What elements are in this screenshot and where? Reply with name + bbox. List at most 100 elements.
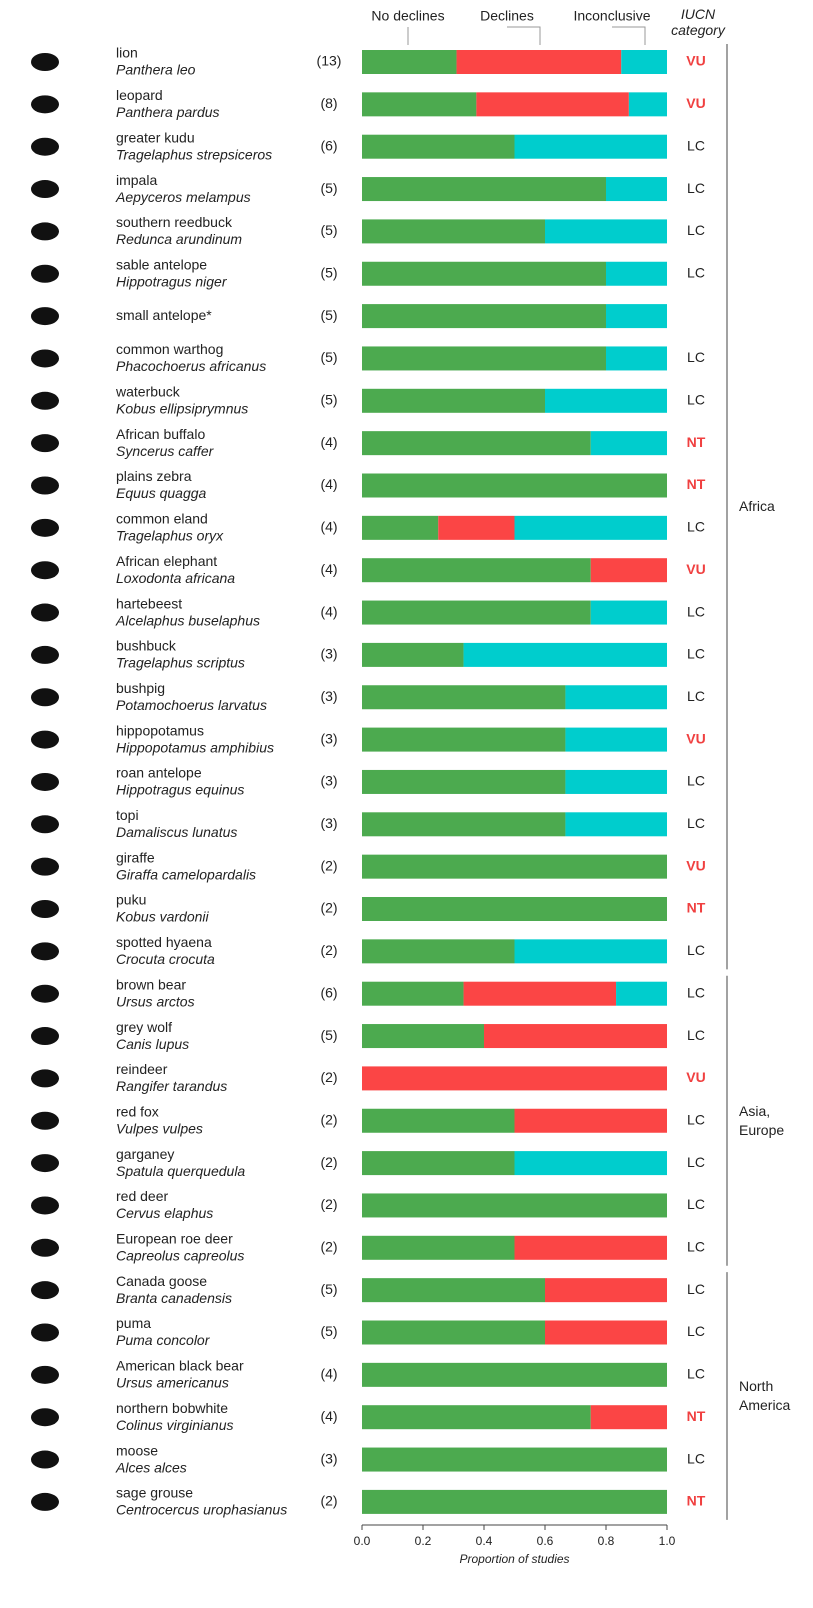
- bar-segment: [362, 727, 566, 752]
- common-name: spotted hyaena: [116, 934, 212, 950]
- study-count: (4): [320, 519, 337, 535]
- animal-icon: [31, 476, 59, 495]
- animal-icon: [31, 645, 59, 664]
- legend-label: Declines: [480, 8, 534, 24]
- study-count: (13): [317, 53, 342, 69]
- animal-icon: [31, 984, 59, 1003]
- bar-segment: [628, 92, 667, 117]
- iucn-category: LC: [687, 1450, 705, 1466]
- common-name: European roe deer: [116, 1231, 233, 1247]
- bar-segment: [362, 897, 667, 921]
- bar-segment: [362, 346, 606, 371]
- iucn-category: NT: [687, 900, 706, 916]
- bar-segment: [362, 1405, 591, 1430]
- bar-segment: [456, 50, 622, 74]
- bar-segment: [362, 1489, 667, 1514]
- bar-segment: [362, 219, 545, 244]
- animal-icon: [31, 1323, 59, 1342]
- bar-segment: [606, 304, 667, 329]
- study-count: (2): [320, 1069, 337, 1085]
- animal-icon: [31, 1408, 59, 1427]
- study-count: (3): [320, 815, 337, 831]
- scientific-name: Panthera pardus: [116, 104, 220, 120]
- scientific-name: Aepyceros melampus: [115, 189, 251, 205]
- study-count: (3): [320, 646, 337, 662]
- scientific-name: Cervus elaphus: [116, 1205, 213, 1221]
- iucn-category: NT: [687, 1408, 706, 1424]
- bar-segment: [565, 727, 667, 752]
- bar-segment: [362, 1193, 667, 1218]
- bar-segment: [362, 558, 591, 583]
- iucn-category: LC: [687, 1323, 705, 1339]
- scientific-name: Ursus americanus: [116, 1375, 229, 1391]
- common-name: bushpig: [116, 680, 165, 696]
- common-name: waterbuck: [115, 384, 181, 400]
- study-count: (5): [320, 1281, 337, 1297]
- common-name: hippopotamus: [116, 722, 204, 738]
- animal-icon: [31, 730, 59, 749]
- scientific-name: Spatula querquedula: [116, 1163, 245, 1179]
- scientific-name: Potamochoerus larvatus: [116, 697, 267, 713]
- animal-icon: [31, 815, 59, 834]
- iucn-category: VU: [686, 857, 705, 873]
- animal-icon: [31, 772, 59, 791]
- scientific-name: Capreolus capreolus: [116, 1248, 244, 1264]
- study-count: (2): [320, 857, 337, 873]
- animal-icon: [31, 1196, 59, 1215]
- study-count: (4): [320, 1408, 337, 1424]
- study-count: (5): [320, 222, 337, 238]
- iucn-category: LC: [687, 1111, 705, 1127]
- animal-icon: [31, 180, 59, 199]
- scientific-name: Kobus vardonii: [116, 909, 210, 925]
- common-name: leopard: [116, 87, 163, 103]
- bar-segment: [463, 642, 667, 667]
- common-name: giraffe: [116, 849, 155, 865]
- x-tick-label: 0.4: [476, 1534, 493, 1548]
- iucn-category: LC: [687, 392, 705, 408]
- study-count: (2): [320, 1239, 337, 1255]
- bar-segment: [362, 177, 606, 202]
- scientific-name: Rangifer tarandus: [116, 1078, 227, 1094]
- scientific-name: Puma concolor: [116, 1332, 211, 1348]
- animal-icon: [31, 307, 59, 326]
- common-name: Canada goose: [116, 1273, 207, 1289]
- common-name: plains zebra: [116, 468, 192, 484]
- common-name: garganey: [116, 1146, 174, 1162]
- bar-segment: [362, 1278, 545, 1303]
- common-name: African buffalo: [116, 426, 205, 442]
- scientific-name: Centrocercus urophasianus: [116, 1502, 287, 1518]
- scientific-name: Crocuta crocuta: [116, 951, 215, 967]
- legend-label: Inconclusive: [573, 8, 650, 24]
- scientific-name: Syncerus caffer: [116, 443, 215, 459]
- bar-segment: [362, 981, 464, 1006]
- scientific-name: Panthera leo: [116, 62, 196, 78]
- bar-segment: [362, 388, 545, 413]
- scientific-name: Kobus ellipsiprymnus: [116, 401, 248, 417]
- study-count: (5): [320, 180, 337, 196]
- iucn-category: NT: [687, 476, 706, 492]
- study-count: (8): [320, 95, 337, 111]
- animal-icon: [31, 1365, 59, 1384]
- common-name: moose: [116, 1442, 158, 1458]
- bar-segment: [484, 1024, 667, 1049]
- bar-segment: [545, 219, 667, 244]
- scientific-name: Phacochoerus africanus: [116, 358, 266, 374]
- bar-segment: [362, 685, 566, 710]
- bar-segment: [545, 1320, 667, 1345]
- bar-segment: [616, 981, 667, 1006]
- bar-segment: [606, 261, 667, 286]
- bar-segment: [621, 50, 667, 74]
- study-count: (3): [320, 688, 337, 704]
- bar-segment: [606, 346, 667, 371]
- scientific-name: Hippopotamus amphibius: [116, 739, 274, 755]
- iucn-category: LC: [687, 1196, 705, 1212]
- scientific-name: Damaliscus lunatus: [116, 824, 237, 840]
- iucn-category: LC: [687, 349, 705, 365]
- animal-icon: [31, 264, 59, 283]
- bar-segment: [362, 473, 667, 498]
- scientific-name: Branta canadensis: [116, 1290, 232, 1306]
- x-tick-label: 1.0: [659, 1534, 676, 1548]
- study-count: (5): [320, 264, 337, 280]
- scientific-name: Ursus arctos: [116, 993, 195, 1009]
- iucn-category: VU: [686, 95, 705, 111]
